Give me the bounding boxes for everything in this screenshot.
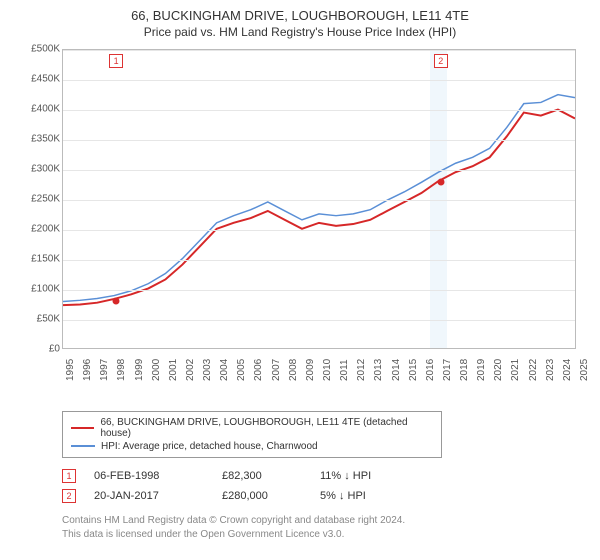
y-axis-tick: £350K [20,133,60,144]
x-axis-tick: 2015 [408,359,419,381]
y-axis-tick: £250K [20,193,60,204]
legend-swatch [71,427,94,429]
line-layer [63,50,575,348]
y-gridline [63,230,575,231]
x-axis-tick: 2005 [236,359,247,381]
x-axis-tick: 1996 [82,359,93,381]
y-gridline [63,200,575,201]
note-delta: 5% ↓ HPI [320,490,366,502]
note-delta: 11% ↓ HPI [320,470,371,482]
y-axis-tick: £100K [20,283,60,294]
y-axis-tick: £150K [20,253,60,264]
legend-label: 66, BUCKINGHAM DRIVE, LOUGHBOROUGH, LE11… [100,417,433,439]
plot-area: 12 [62,49,576,349]
legend-item: 66, BUCKINGHAM DRIVE, LOUGHBOROUGH, LE11… [71,416,433,440]
y-axis-tick: £0 [20,343,60,354]
x-axis-tick: 1995 [65,359,76,381]
marker-label-2: 2 [434,54,448,68]
y-axis-tick: £400K [20,103,60,114]
series-line-hpi [63,95,575,302]
y-gridline [63,170,575,171]
x-axis-tick: 1998 [116,359,127,381]
chart-container: 66, BUCKINGHAM DRIVE, LOUGHBOROUGH, LE11… [0,0,600,560]
x-axis-tick: 1999 [134,359,145,381]
chart-area: 12 £0£50K£100K£150K£200K£250K£300K£350K£… [20,45,580,375]
x-axis-tick: 2009 [305,359,316,381]
x-axis-tick: 2000 [151,359,162,381]
x-axis-tick: 2010 [322,359,333,381]
marker-dot-2 [437,178,444,185]
footer-line-1: Contains HM Land Registry data © Crown c… [62,514,588,528]
x-axis-tick: 2006 [253,359,264,381]
note-date: 20-JAN-2017 [94,490,204,502]
legend-item: HPI: Average price, detached house, Char… [71,440,433,453]
x-axis-tick: 2022 [528,359,539,381]
x-axis-tick: 2012 [356,359,367,381]
x-axis-tick: 2024 [562,359,573,381]
note-marker: 1 [62,469,76,483]
y-gridline [63,290,575,291]
x-axis-tick: 2021 [510,359,521,381]
marker-label-1: 1 [109,54,123,68]
y-axis-tick: £50K [20,313,60,324]
x-axis-tick: 2008 [288,359,299,381]
x-axis-tick: 2004 [219,359,230,381]
y-gridline [63,140,575,141]
x-axis-tick: 2007 [271,359,282,381]
x-axis-tick: 2020 [493,359,504,381]
x-axis-tick: 2014 [391,359,402,381]
x-axis-tick: 2018 [459,359,470,381]
transaction-notes: 1 06-FEB-1998 £82,300 11% ↓ HPI 2 20-JAN-2017… [62,466,588,506]
y-axis-tick: £300K [20,163,60,174]
note-row: 1 06-FEB-1998 £82,300 11% ↓ HPI [62,466,588,486]
footer-attribution: Contains HM Land Registry data © Crown c… [62,514,588,542]
x-axis-tick: 2003 [202,359,213,381]
chart-subtitle: Price paid vs. HM Land Registry's House … [12,25,588,39]
legend-box: 66, BUCKINGHAM DRIVE, LOUGHBOROUGH, LE11… [62,411,442,458]
chart-title: 66, BUCKINGHAM DRIVE, LOUGHBOROUGH, LE11… [12,8,588,25]
x-axis-tick: 2011 [339,359,350,381]
legend-label: HPI: Average price, detached house, Char… [101,441,318,452]
x-axis-tick: 2001 [168,359,179,381]
y-axis-tick: £450K [20,73,60,84]
x-axis-tick: 2025 [579,359,590,381]
x-axis-tick: 2023 [545,359,556,381]
y-gridline [63,320,575,321]
x-axis-tick: 2002 [185,359,196,381]
footer-line-2: This data is licensed under the Open Gov… [62,528,588,542]
note-date: 06-FEB-1998 [94,470,204,482]
y-axis-tick: £200K [20,223,60,234]
y-axis-tick: £500K [20,43,60,54]
x-axis-tick: 2019 [476,359,487,381]
y-gridline [63,110,575,111]
note-price: £82,300 [222,470,302,482]
note-price: £280,000 [222,490,302,502]
x-axis-tick: 2013 [373,359,384,381]
x-axis-tick: 1997 [99,359,110,381]
legend-swatch [71,445,95,447]
note-marker: 2 [62,489,76,503]
marker-dot-1 [113,297,120,304]
y-gridline [63,260,575,261]
x-axis-tick: 2016 [425,359,436,381]
note-row: 2 20-JAN-2017 £280,000 5% ↓ HPI [62,486,588,506]
x-axis-tick: 2017 [442,359,453,381]
y-gridline [63,50,575,51]
y-gridline [63,80,575,81]
